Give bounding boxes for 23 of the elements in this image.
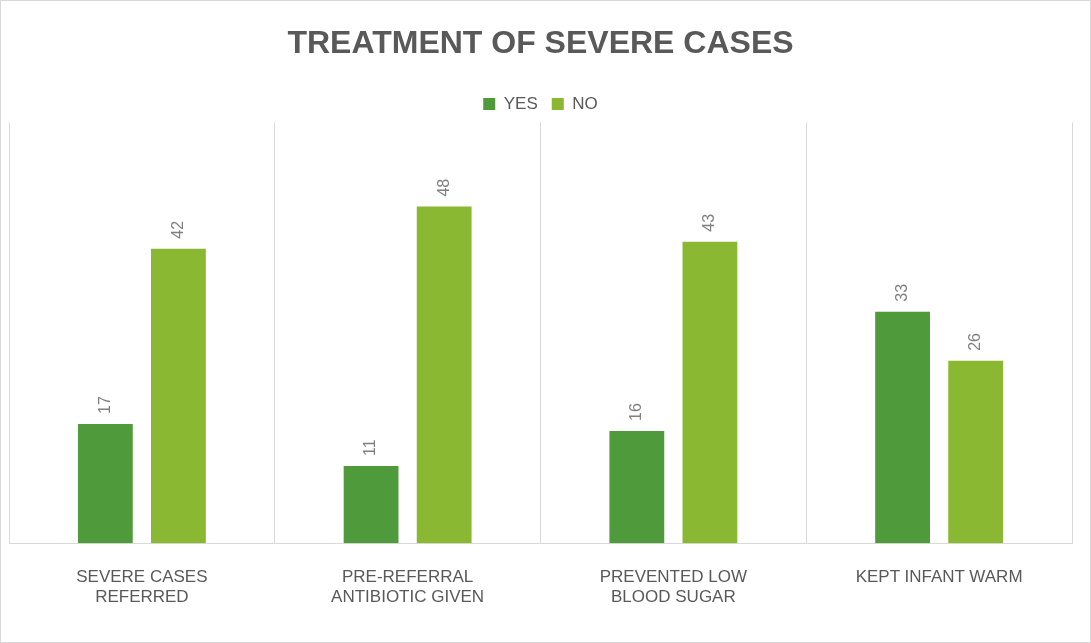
data-label: 16: [627, 403, 645, 421]
bar: [77, 423, 133, 544]
data-label: 26: [966, 332, 984, 351]
x-tick-label: PREVENTED LOW BLOOD SUGAR: [599, 567, 748, 607]
x-tick-label: SEVERE CASES REFERRED: [76, 567, 208, 607]
bar: [416, 206, 472, 544]
data-label: 42: [168, 220, 186, 239]
bar: [609, 430, 665, 544]
data-label: 33: [892, 283, 910, 302]
data-label: 43: [700, 213, 718, 232]
legend-label: NO: [572, 93, 598, 113]
bar: [948, 360, 1004, 544]
bar: [682, 241, 738, 544]
data-label: 48: [434, 178, 452, 197]
data-label: 17: [95, 396, 113, 414]
data-label: 11: [361, 439, 379, 457]
x-tick-label: PRE-REFERRAL ANTIBIOTIC GIVEN: [331, 567, 485, 607]
bar: [151, 248, 206, 544]
bar: [343, 466, 399, 544]
x-tick-label: KEPT INFANT WARM: [855, 567, 1023, 587]
legend-label: YES: [503, 93, 538, 113]
bar: [875, 311, 930, 544]
chart-title: TREATMENT OF SEVERE CASES: [287, 24, 794, 61]
